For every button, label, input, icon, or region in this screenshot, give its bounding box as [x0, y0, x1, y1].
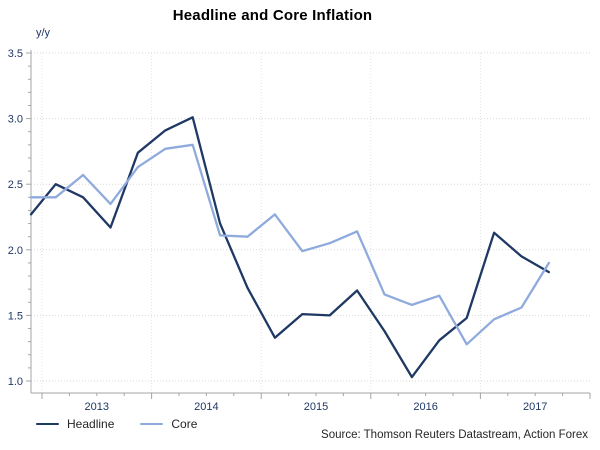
core-line-swatch: [140, 422, 164, 426]
y-axis-unit-label: y/y: [36, 27, 51, 39]
y-tick-label: 1.5: [8, 310, 23, 322]
y-tick-label: 3.5: [8, 48, 23, 60]
x-tick-label: 2017: [523, 401, 547, 413]
series-line-headline: [29, 116, 551, 379]
x-tick-label: 2013: [85, 401, 109, 413]
y-tick-label: 2.0: [8, 245, 23, 257]
legend-item-headline: Headline: [36, 417, 114, 431]
x-tick-label: 2016: [413, 401, 437, 413]
x-tick-label: 2014: [194, 401, 218, 413]
headline-line-swatch: [36, 422, 59, 426]
inflation-line-chart: 1.0 1.5 2.0 2.5 3.0 3.5 2013 2014 2015 2016 2017: [8, 48, 591, 413]
series-line-core: [29, 143, 551, 346]
y-tick-label: 1.0: [8, 376, 23, 388]
legend-label-headline: Headline: [67, 417, 115, 431]
y-tick-label: 3.0: [8, 114, 23, 126]
y-tick-label: 2.5: [8, 179, 23, 191]
chart-title: Headline and Core Inflation: [172, 7, 373, 24]
legend-label-core: Core: [171, 417, 198, 431]
source-attribution: Source: Thomson Reuters Datastream, Acti…: [321, 429, 588, 441]
x-tick-label: 2015: [304, 401, 328, 413]
chart-legend: Headline Core: [36, 417, 197, 431]
legend-item-core: Core: [140, 417, 197, 431]
